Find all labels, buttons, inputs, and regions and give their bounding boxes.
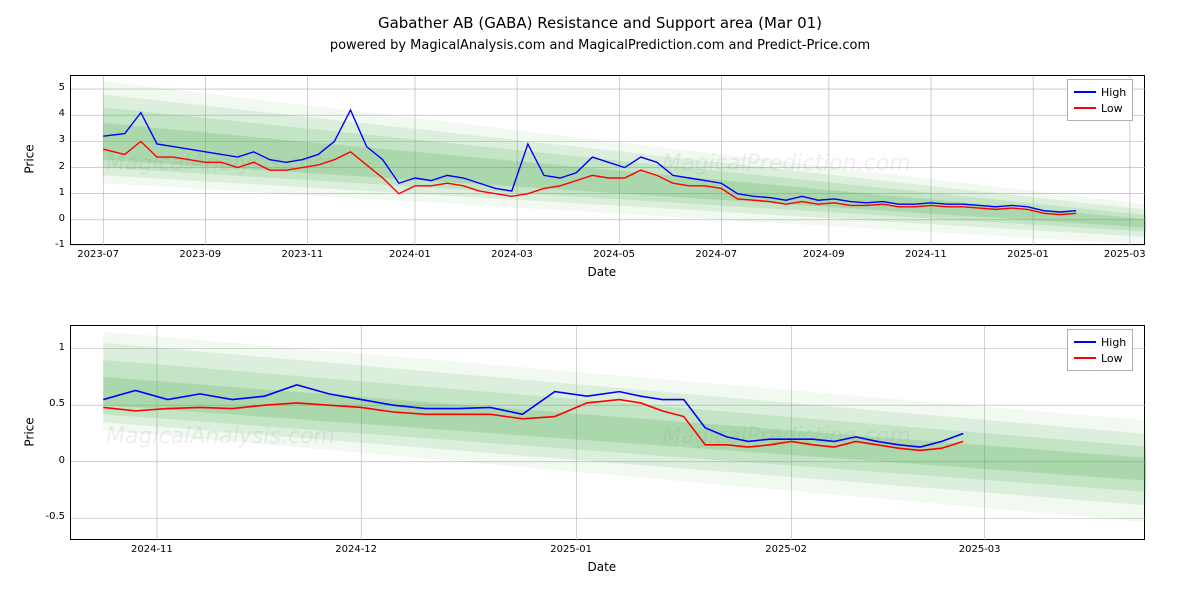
xtick-label: 2025-02 <box>765 544 807 555</box>
ytick-label: 1 <box>35 187 65 198</box>
xtick-label: 2024-07 <box>695 249 737 260</box>
legend-item-high: High <box>1074 334 1126 350</box>
chart-bottom-legend: High Low <box>1067 329 1133 371</box>
xtick-label: 2023-09 <box>179 249 221 260</box>
xtick-label: 2025-01 <box>1007 249 1049 260</box>
ytick-label: 2 <box>35 161 65 172</box>
chart-top-plot-area: MagicalAnalysis.comMagicalPrediction.com <box>70 75 1145 245</box>
ytick-label: 5 <box>35 82 65 93</box>
legend-label-low: Low <box>1101 102 1123 115</box>
xtick-label: 2023-07 <box>77 249 119 260</box>
xtick-label: 2025-03 <box>959 544 1001 555</box>
legend-label-low: Low <box>1101 352 1123 365</box>
ytick-label: -1 <box>35 239 65 250</box>
legend-item-high: High <box>1074 84 1126 100</box>
xtick-label: 2025-03 <box>1104 249 1146 260</box>
ytick-label: 0 <box>35 213 65 224</box>
ytick-label: 1 <box>35 342 65 353</box>
chart-subtitle: powered by MagicalAnalysis.com and Magic… <box>0 32 1200 53</box>
xtick-label: 2024-09 <box>803 249 845 260</box>
ytick-label: 4 <box>35 108 65 119</box>
xtick-label: 2024-05 <box>593 249 635 260</box>
chart-title: Gabather AB (GABA) Resistance and Suppor… <box>0 0 1200 32</box>
xtick-label: 2024-01 <box>389 249 431 260</box>
legend-item-low: Low <box>1074 100 1126 116</box>
chart-bottom-ylabel: Price <box>23 417 37 446</box>
xtick-label: 2023-11 <box>282 249 324 260</box>
chart-top-legend: High Low <box>1067 79 1133 121</box>
legend-label-high: High <box>1101 336 1126 349</box>
xtick-label: 2024-11 <box>905 249 947 260</box>
xtick-label: 2024-12 <box>335 544 377 555</box>
chart-top-xlabel: Date <box>588 265 617 279</box>
legend-line-low <box>1074 107 1096 109</box>
ytick-label: 0 <box>35 455 65 466</box>
legend-line-low <box>1074 357 1096 359</box>
ytick-label: 0.5 <box>35 398 65 409</box>
ytick-label: -0.5 <box>35 511 65 522</box>
chart-bottom-plot-area: MagicalAnalysis.comMagicalPrediction.com <box>70 325 1145 540</box>
xtick-label: 2024-11 <box>131 544 173 555</box>
chart-bottom-xlabel: Date <box>588 560 617 574</box>
ytick-label: 3 <box>35 134 65 145</box>
xtick-label: 2024-03 <box>491 249 533 260</box>
legend-line-high <box>1074 91 1096 93</box>
legend-label-high: High <box>1101 86 1126 99</box>
xtick-label: 2025-01 <box>550 544 592 555</box>
legend-line-high <box>1074 341 1096 343</box>
legend-item-low: Low <box>1074 350 1126 366</box>
